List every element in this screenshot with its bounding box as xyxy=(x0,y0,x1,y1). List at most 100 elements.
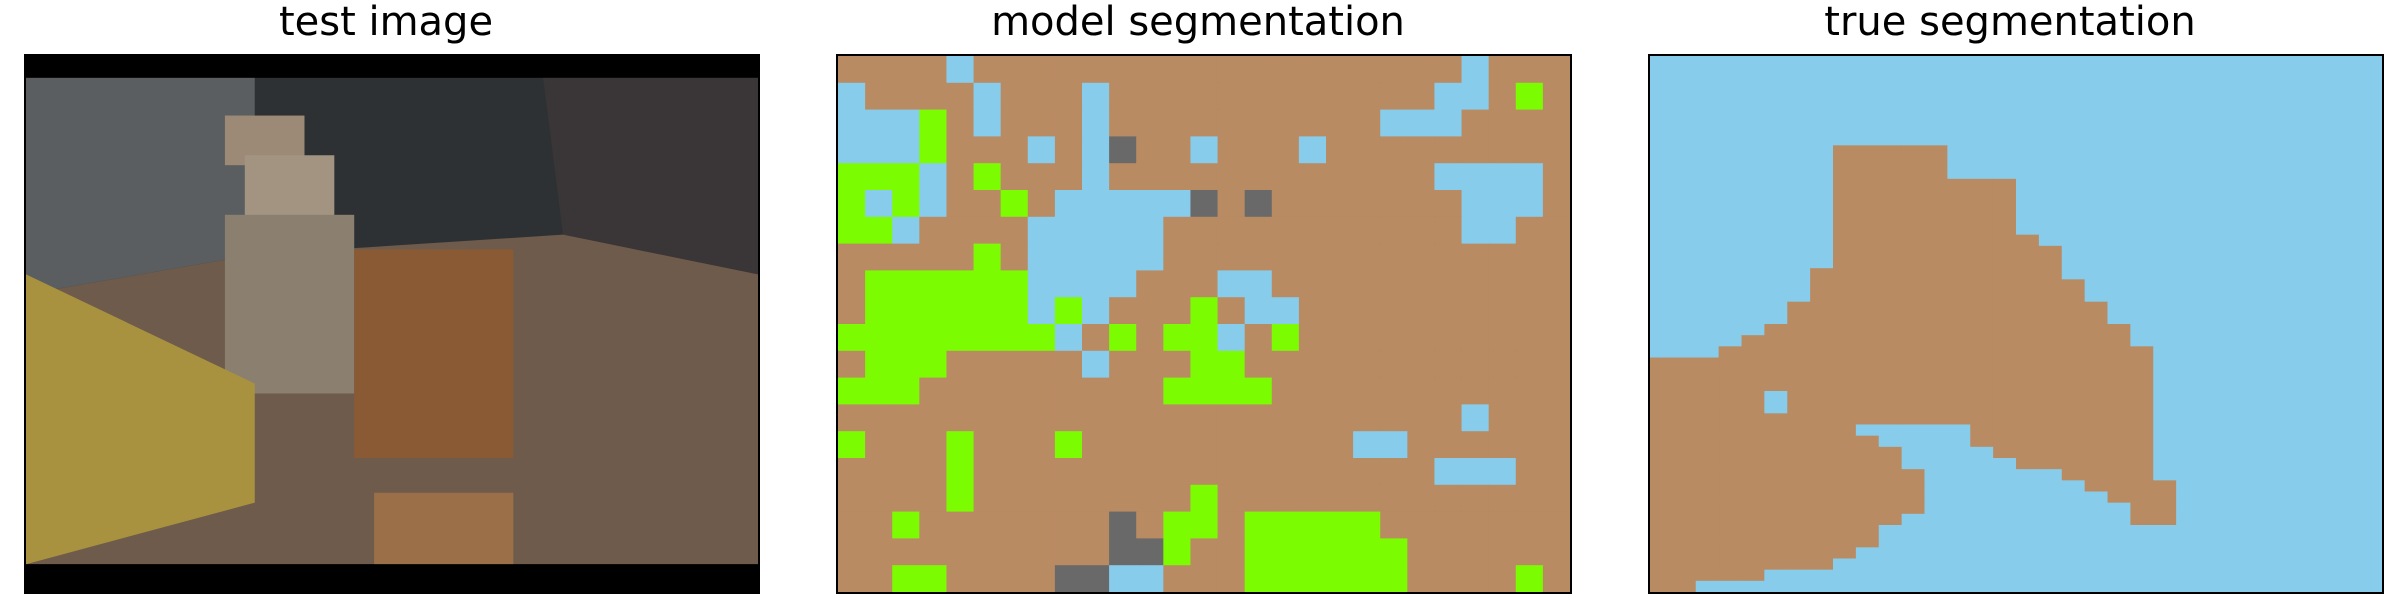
true-seg-cell xyxy=(1741,245,1765,258)
true-seg-cell xyxy=(1764,156,1788,169)
true-seg-cell xyxy=(2221,279,2246,292)
true-seg-cell xyxy=(1695,357,1720,370)
true-seg-cell xyxy=(1695,268,1720,280)
true-seg-cell xyxy=(1901,491,1926,504)
model-seg-cell xyxy=(1271,404,1300,432)
true-segmentation-map xyxy=(1650,56,2382,592)
true-seg-cell xyxy=(2221,558,2246,571)
true-seg-cell xyxy=(1810,458,1834,470)
true-seg-cell xyxy=(2336,223,2360,236)
true-seg-cell xyxy=(1901,346,1926,359)
true-seg-cell xyxy=(1855,56,1880,68)
true-seg-cell xyxy=(2061,223,2086,236)
model-seg-cell xyxy=(1298,565,1327,592)
true-seg-cell xyxy=(2290,324,2314,336)
model-seg-cell xyxy=(1488,511,1517,539)
true-seg-cell xyxy=(1810,368,1834,381)
true-seg-cell xyxy=(2130,212,2154,225)
true-seg-cell xyxy=(1741,301,1765,314)
true-seg-cell xyxy=(2061,178,2086,191)
true-seg-cell xyxy=(1833,502,1857,515)
true-seg-cell xyxy=(2038,123,2063,135)
true-seg-cell xyxy=(1993,167,2017,180)
true-seg-cell xyxy=(2199,78,2223,91)
true-seg-cell xyxy=(1970,223,1994,236)
true-seg-cell xyxy=(2244,111,2269,124)
true-seg-cell xyxy=(2336,480,2360,493)
true-seg-cell xyxy=(1993,558,2017,571)
model-seg-cell xyxy=(973,109,1002,137)
model-seg-cell xyxy=(1407,565,1436,592)
true-seg-cell xyxy=(2107,458,2131,470)
true-seg-cell xyxy=(2267,469,2292,481)
true-seg-cell xyxy=(2038,458,2063,470)
true-seg-cell xyxy=(2084,469,2109,481)
true-seg-cell xyxy=(2221,513,2246,526)
true-seg-cell xyxy=(2038,245,2063,258)
model-seg-cell xyxy=(1027,136,1056,164)
true-seg-cell xyxy=(2290,167,2314,180)
model-seg-cell xyxy=(1326,350,1354,379)
model-seg-cell xyxy=(1217,324,1246,352)
true-seg-cell xyxy=(2199,580,2223,592)
true-seg-cell xyxy=(1695,513,1720,526)
true-seg-cell xyxy=(2244,178,2269,191)
true-seg-cell xyxy=(2244,357,2269,370)
true-seg-cell xyxy=(2016,458,2040,470)
model-seg-cell xyxy=(1353,243,1381,271)
true-seg-cell xyxy=(1741,201,1765,213)
true-seg-cell xyxy=(1855,100,1880,113)
true-seg-cell xyxy=(2336,547,2360,560)
model-seg-cell xyxy=(1271,484,1300,513)
true-seg-cell xyxy=(2038,89,2063,102)
true-seg-cell xyxy=(1695,379,1720,392)
true-seg-cell xyxy=(2267,312,2292,325)
true-seg-cell xyxy=(1901,301,1926,314)
true-seg-cell xyxy=(1947,379,1971,392)
true-seg-cell xyxy=(2084,357,2109,370)
model-seg-cell xyxy=(1217,484,1246,513)
true-seg-cell xyxy=(1695,178,1720,191)
true-seg-cell xyxy=(2359,201,2382,213)
true-seg-cell xyxy=(1901,458,1926,470)
model-seg-cell xyxy=(973,82,1002,111)
true-seg-cell xyxy=(1970,491,1994,504)
true-seg-cell xyxy=(2244,458,2269,470)
true-seg-cell xyxy=(2061,212,2086,225)
true-seg-cell xyxy=(1650,268,1674,280)
true-seg-cell xyxy=(1833,424,1857,437)
model-seg-cell xyxy=(865,109,893,137)
true-seg-cell xyxy=(2061,290,2086,303)
true-seg-cell xyxy=(1901,547,1926,560)
true-seg-cell xyxy=(2084,201,2109,213)
model-seg-cell xyxy=(1000,297,1029,325)
true-seg-cell xyxy=(1695,346,1720,359)
model-seg-cell xyxy=(973,458,1002,486)
true-seg-cell xyxy=(1741,446,1765,459)
true-seg-cell xyxy=(1787,402,1811,414)
true-seg-cell xyxy=(2221,100,2246,113)
model-seg-cell xyxy=(1244,82,1273,111)
true-seg-cell xyxy=(1810,301,1834,314)
model-seg-cell xyxy=(1054,297,1083,325)
true-seg-cell xyxy=(2084,123,2109,135)
true-seg-cell xyxy=(2153,469,2177,481)
true-seg-cell xyxy=(2313,134,2337,146)
model-seg-cell xyxy=(1081,163,1110,191)
true-seg-cell xyxy=(2244,379,2269,392)
model-seg-cell xyxy=(1434,190,1463,218)
true-seg-cell xyxy=(2107,245,2131,258)
true-seg-cell xyxy=(2199,413,2223,426)
true-seg-cell xyxy=(2153,569,2177,582)
model-seg-cell xyxy=(1000,270,1029,298)
model-seg-cell xyxy=(1271,270,1300,298)
true-seg-cell xyxy=(1855,190,1880,202)
model-seg-cell xyxy=(1434,458,1463,486)
model-seg-cell xyxy=(1136,484,1164,513)
true-seg-cell xyxy=(2107,379,2131,392)
true-seg-cell xyxy=(1970,301,1994,314)
true-seg-cell xyxy=(1695,145,1720,158)
true-seg-cell xyxy=(2016,223,2040,236)
true-seg-cell xyxy=(1650,223,1674,236)
model-seg-cell xyxy=(1271,109,1300,137)
